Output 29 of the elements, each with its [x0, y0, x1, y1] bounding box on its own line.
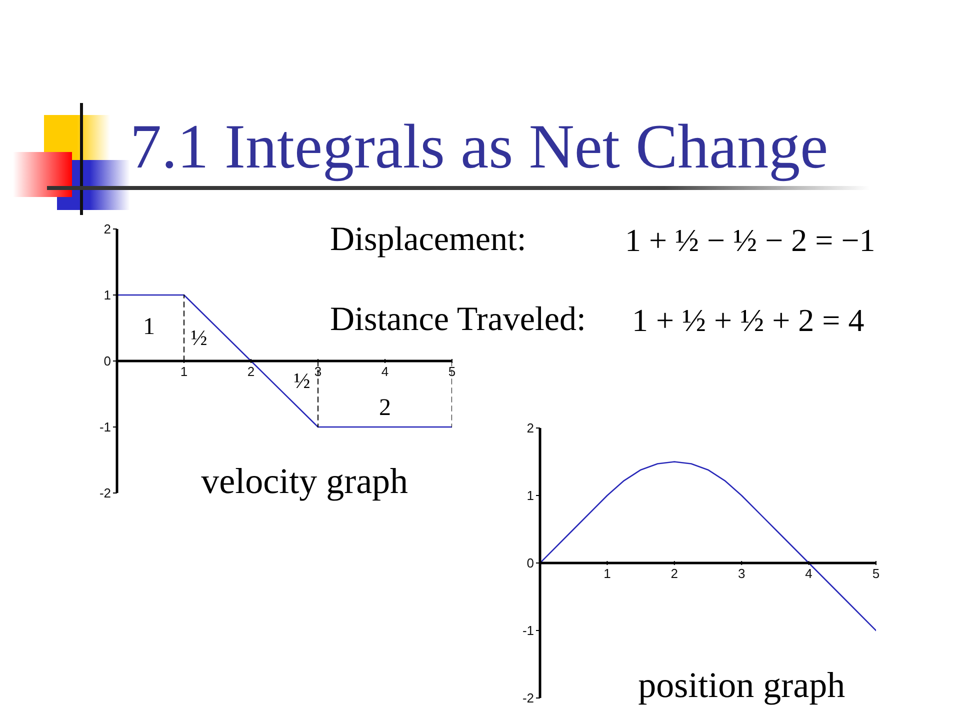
y-tick-label: -2: [522, 690, 534, 706]
annotation: 2: [379, 395, 391, 421]
annotation: ½: [190, 325, 208, 350]
x-tick-label: 2: [247, 364, 255, 380]
y-tick-label: 0: [526, 556, 534, 571]
y-tick-label: 2: [526, 420, 534, 436]
annotation: 1: [143, 314, 155, 340]
annotation: Distance Traveled:: [330, 301, 586, 338]
chart-title: 7.1 Integrals as Net Change: [130, 112, 828, 182]
text: 1 + ½ − ½ − 2 = −1: [625, 222, 876, 258]
x-tick-label: 5: [872, 566, 880, 582]
x-axis-title: velocity graph: [201, 461, 408, 502]
y-tick-label: 1: [526, 488, 534, 504]
y-tick-label: -1: [99, 420, 111, 435]
x-axis-title: position graph: [638, 664, 846, 704]
x-tick-label: 1: [180, 364, 188, 380]
x-tick-label: 4: [805, 566, 812, 582]
annotation: ½: [294, 368, 310, 393]
y-tick-label: 1: [104, 288, 111, 303]
x-tick-label: 3: [738, 566, 746, 582]
annotation: Displacement:: [330, 221, 526, 258]
y-tick-label: -2: [99, 486, 111, 501]
text: 1 + ½ + ½ + 2 = 4: [632, 302, 864, 338]
x-tick-label: 1: [604, 566, 611, 582]
y-tick-label: 2: [104, 222, 111, 237]
x-tick-label: 4: [381, 364, 389, 380]
y-tick-label: -1: [522, 623, 534, 638]
x-tick-label: 2: [670, 566, 678, 582]
y-tick-label: 0: [104, 354, 111, 369]
